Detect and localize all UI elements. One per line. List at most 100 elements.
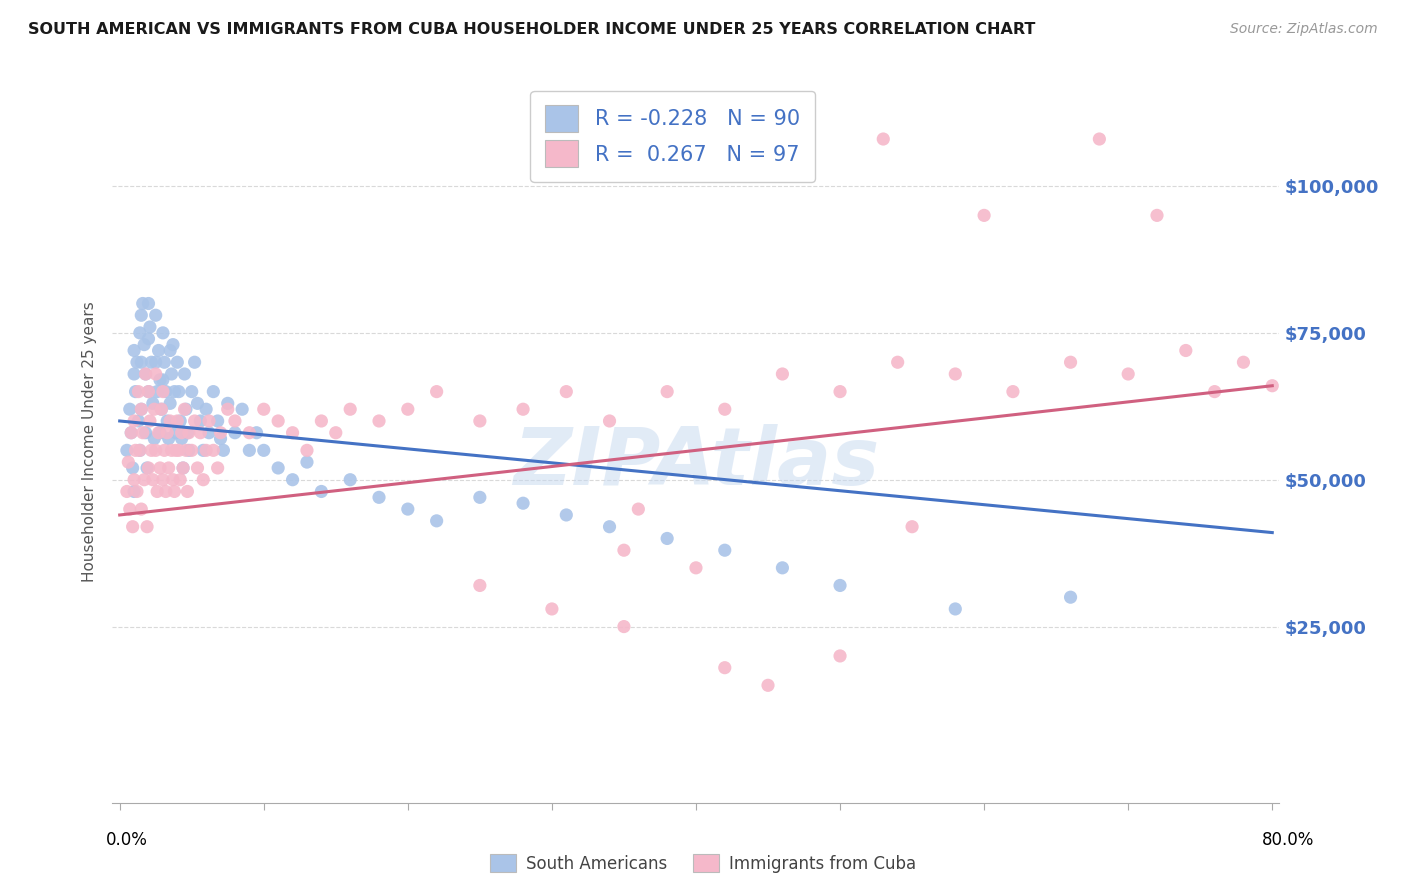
Point — [209, 425, 232, 440]
Point — [281, 473, 304, 487]
Point — [512, 496, 534, 510]
Point — [141, 355, 163, 369]
Point — [129, 402, 152, 417]
Point — [685, 561, 707, 575]
Point — [176, 484, 198, 499]
Point — [145, 443, 167, 458]
Point — [207, 461, 229, 475]
Point — [159, 396, 181, 410]
Point — [193, 443, 215, 458]
Point — [117, 455, 139, 469]
Point — [138, 384, 160, 399]
Point — [122, 414, 145, 428]
Point — [167, 443, 190, 458]
Point — [150, 402, 173, 417]
Point — [311, 484, 333, 499]
Point — [149, 373, 172, 387]
Point — [128, 443, 150, 458]
Point — [177, 443, 200, 458]
Text: ZIPAtlas: ZIPAtlas — [513, 425, 879, 502]
Point — [170, 432, 193, 446]
Point — [1146, 208, 1168, 222]
Point — [145, 308, 167, 322]
Point — [1174, 343, 1197, 358]
Point — [901, 519, 924, 533]
Point — [138, 461, 160, 475]
Point — [149, 461, 172, 475]
Point — [339, 402, 361, 417]
Point — [160, 367, 183, 381]
Point — [122, 343, 145, 358]
Point — [135, 367, 157, 381]
Point — [134, 473, 156, 487]
Point — [311, 414, 333, 428]
Point — [162, 473, 184, 487]
Point — [129, 308, 152, 322]
Point — [169, 414, 191, 428]
Point — [174, 402, 197, 417]
Point — [555, 384, 578, 399]
Point — [122, 484, 145, 499]
Point — [173, 367, 195, 381]
Point — [141, 443, 163, 458]
Point — [368, 491, 391, 505]
Point — [267, 414, 290, 428]
Point — [127, 384, 149, 399]
Point — [163, 484, 186, 499]
Point — [150, 402, 173, 417]
Point — [157, 432, 180, 446]
Point — [770, 367, 793, 381]
Point — [120, 425, 142, 440]
Point — [127, 414, 149, 428]
Point — [368, 414, 391, 428]
Point — [207, 414, 229, 428]
Point — [1059, 355, 1081, 369]
Point — [129, 402, 152, 417]
Point — [468, 491, 491, 505]
Point — [152, 326, 174, 340]
Point — [217, 402, 239, 417]
Point — [146, 484, 169, 499]
Point — [169, 473, 191, 487]
Point — [396, 402, 419, 417]
Point — [148, 425, 170, 440]
Text: Source: ZipAtlas.com: Source: ZipAtlas.com — [1230, 22, 1378, 37]
Point — [139, 414, 162, 428]
Point — [209, 432, 232, 446]
Point — [325, 425, 347, 440]
Point — [657, 384, 679, 399]
Point — [152, 384, 174, 399]
Point — [139, 320, 162, 334]
Point — [613, 543, 636, 558]
Point — [828, 384, 851, 399]
Point — [172, 461, 194, 475]
Point — [155, 384, 177, 399]
Point — [245, 425, 267, 440]
Point — [152, 373, 174, 387]
Legend: South Americans, Immigrants from Cuba: South Americans, Immigrants from Cuba — [484, 847, 922, 880]
Point — [143, 432, 166, 446]
Point — [512, 402, 534, 417]
Point — [190, 414, 212, 428]
Point — [173, 402, 195, 417]
Point — [165, 425, 187, 440]
Point — [115, 443, 138, 458]
Point — [186, 461, 208, 475]
Point — [198, 414, 221, 428]
Point — [943, 367, 966, 381]
Point — [238, 443, 260, 458]
Point — [135, 425, 157, 440]
Point — [156, 414, 179, 428]
Point — [156, 425, 179, 440]
Point — [146, 384, 169, 399]
Point — [118, 402, 141, 417]
Point — [180, 384, 202, 399]
Point — [174, 443, 197, 458]
Point — [713, 661, 735, 675]
Point — [193, 473, 215, 487]
Point — [195, 443, 218, 458]
Point — [756, 678, 779, 692]
Point — [134, 337, 156, 351]
Point — [136, 461, 159, 475]
Point — [162, 337, 184, 351]
